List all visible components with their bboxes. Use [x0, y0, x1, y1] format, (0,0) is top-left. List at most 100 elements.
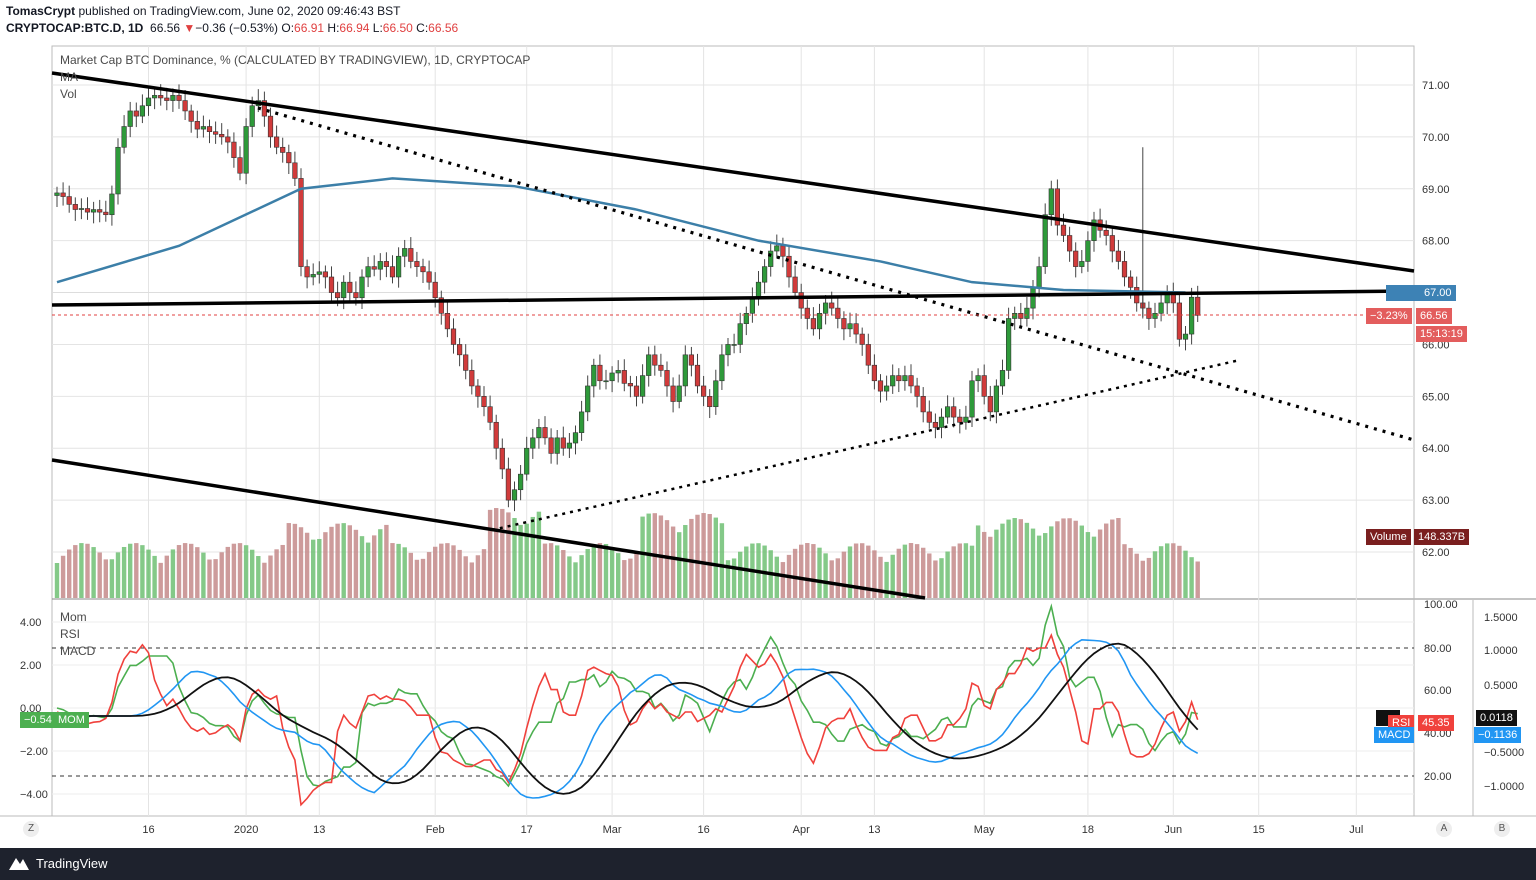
volume-bar [670, 526, 676, 598]
candle-body [456, 344, 463, 356]
volume-bar [994, 529, 999, 598]
volume-bar [298, 527, 304, 598]
volume-bar [561, 550, 566, 598]
volume-bar [896, 548, 901, 598]
high-label: H: [327, 21, 340, 35]
candle-body [902, 375, 908, 382]
candle-body [804, 307, 810, 319]
volume-bar [1110, 519, 1115, 598]
y-tick-label: 70.00 [1422, 132, 1450, 144]
volume-bar [914, 544, 920, 598]
legend-vol[interactable]: Vol [60, 87, 77, 101]
legend-macd[interactable]: MACD [60, 644, 96, 658]
macd-axis-label: −1.0000 [1484, 781, 1524, 793]
mom-label-badge: MOM [54, 712, 89, 728]
candle-body [829, 302, 835, 309]
volume-bar [841, 551, 847, 598]
volume-bar [384, 524, 389, 598]
volume-bar [292, 523, 298, 598]
volume-bar [731, 558, 737, 598]
candle-body [426, 271, 432, 283]
tradingview-logo[interactable]: TradingView [8, 854, 108, 872]
volume-bar [262, 562, 267, 598]
volume-bar [500, 508, 505, 598]
volume-bar [335, 523, 340, 598]
candle-body [615, 370, 621, 374]
volume-bar [573, 562, 578, 598]
candle-body [969, 380, 975, 418]
candle-body [481, 396, 487, 408]
scale-b-button[interactable]: B [1494, 821, 1510, 837]
volume-bar [1152, 551, 1158, 598]
dotted-downtrend [257, 106, 1415, 442]
symbol-name[interactable]: CRYPTOCAP:BTC.D, 1D [6, 21, 144, 35]
volume-bar [60, 555, 66, 598]
volume-bar [677, 532, 682, 598]
zoom-button[interactable]: Z [23, 821, 39, 837]
candle-body [798, 292, 804, 309]
candle-body [328, 276, 335, 293]
candle-body [627, 383, 633, 387]
rsi-value-badge: 45.35 [1418, 715, 1454, 731]
volume-bar [1036, 535, 1042, 598]
volume-bar [536, 511, 542, 598]
candle-body [231, 141, 237, 158]
legend-mom[interactable]: Mom [60, 610, 87, 624]
x-tick-label: 16 [142, 824, 154, 836]
candle-body [1048, 188, 1054, 216]
candle-body [1030, 287, 1036, 309]
macd-line [57, 638, 1199, 799]
volume-bar [860, 543, 865, 598]
volume-bar [518, 524, 523, 598]
candle-body [591, 364, 597, 387]
candle-body [200, 126, 207, 130]
mom-axis-label: 4.00 [20, 617, 41, 629]
legend-rsi[interactable]: RSI [60, 627, 81, 641]
volume-bar [426, 552, 432, 598]
volume-bar [1073, 520, 1078, 598]
volume-bar [609, 547, 615, 598]
dotted-uptrend [491, 358, 1241, 532]
last-price: 66.56 [150, 21, 181, 35]
volume-bar [640, 516, 645, 598]
candle-body [560, 437, 566, 449]
y-tick-label: 62.00 [1422, 547, 1450, 559]
volume-bar [811, 544, 816, 598]
volume-bar [1012, 518, 1017, 598]
candle-body [1128, 276, 1134, 288]
candle-body [475, 385, 481, 397]
candle-body [84, 208, 91, 213]
candle-body [999, 370, 1006, 387]
candle-body [908, 375, 914, 387]
volume-bar [878, 556, 883, 598]
legend-ma[interactable]: MA [60, 70, 78, 84]
volume-bar [622, 560, 627, 598]
volume-bar [1183, 550, 1188, 598]
volume-bar [97, 552, 102, 598]
candle-body [450, 328, 457, 345]
x-tick-label: 17 [521, 824, 533, 836]
x-tick-label: Jun [1164, 824, 1182, 836]
candle-body [530, 437, 536, 449]
volume-bar [1134, 553, 1139, 598]
volume-bar [1030, 528, 1036, 598]
volume-bar [445, 543, 450, 598]
price-change: −0.36 (−0.53%) [195, 21, 279, 35]
volume-bar [268, 555, 273, 598]
volume-bar [323, 532, 328, 598]
author-name[interactable]: TomasCrypt [6, 4, 76, 18]
auto-scale-button[interactable]: A [1436, 821, 1452, 837]
candle-body [121, 126, 127, 148]
volume-bar [103, 559, 108, 598]
volume-bar [1049, 526, 1054, 598]
volume-value-badge: 148.337B [1414, 529, 1470, 545]
candle-body [792, 276, 798, 293]
volume-bar [603, 543, 609, 598]
candle-body [932, 421, 938, 428]
volume-bar [225, 546, 230, 598]
candle-body [871, 364, 877, 382]
candle-body [963, 416, 969, 423]
candle-body [572, 432, 579, 444]
price-chart[interactable]: 16 2020 13 Feb 17 Mar 16 Apr 13 May 18 Jun 15 Jul 71.0… [0, 0, 1536, 848]
x-tick-label: 13 [868, 824, 880, 836]
